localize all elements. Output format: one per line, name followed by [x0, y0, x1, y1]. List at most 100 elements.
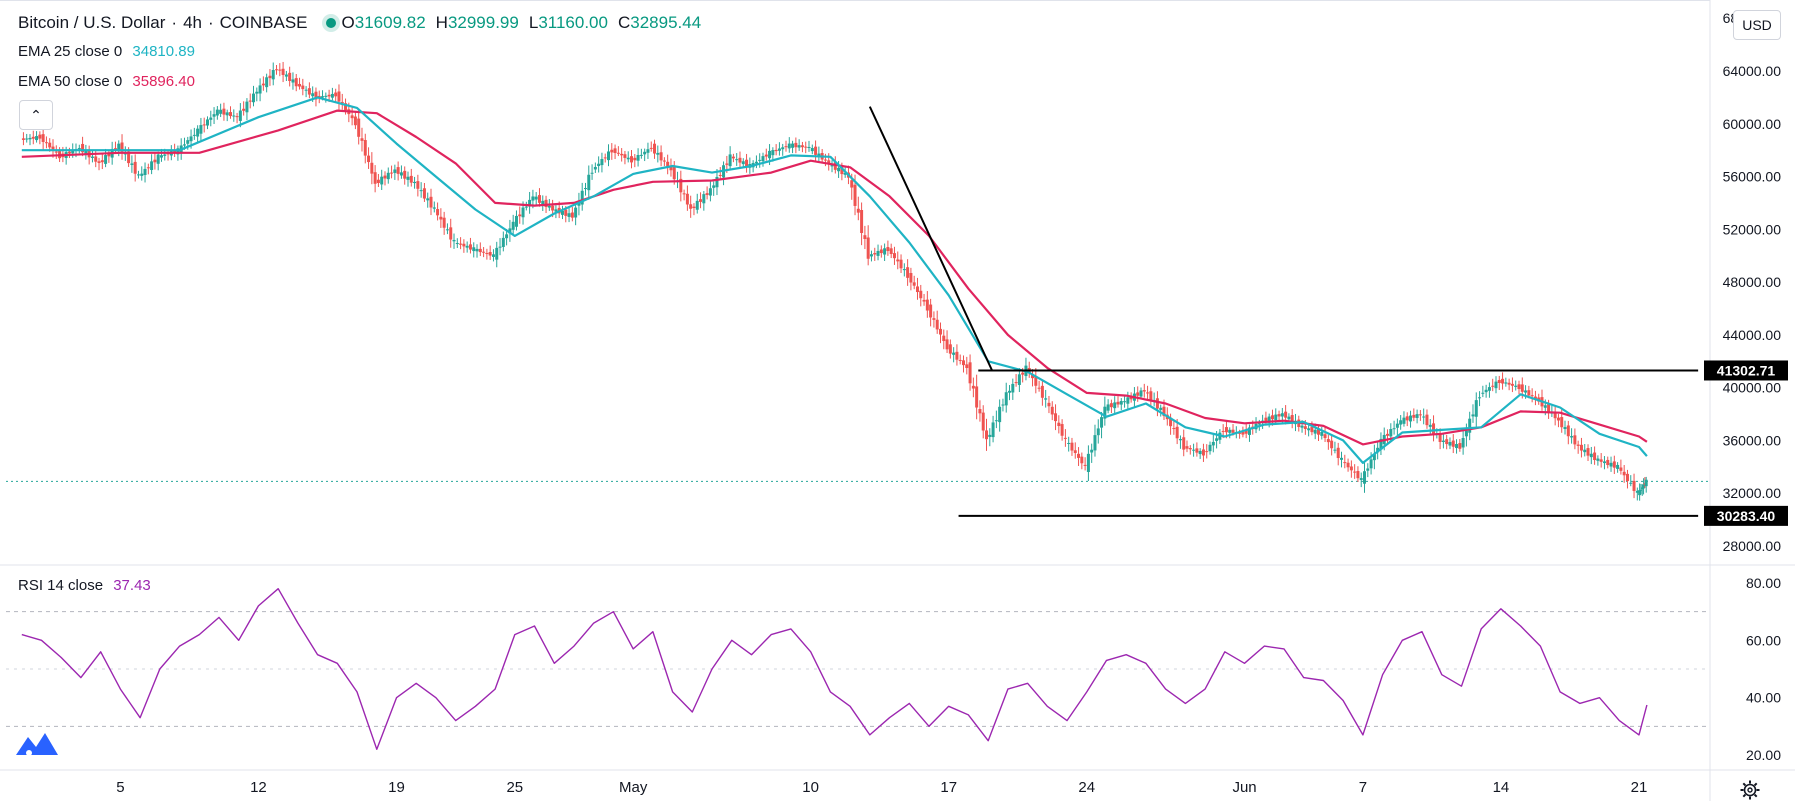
candle-body [1277, 414, 1281, 417]
candle-body [1113, 402, 1117, 409]
candle-body [932, 318, 936, 320]
candle-body [771, 150, 775, 156]
candle-body [915, 286, 919, 293]
rsi-tick-label: 60.00 [1746, 632, 1781, 648]
support-label-bg [1704, 505, 1788, 526]
close-label: C [617, 13, 631, 32]
price-tick-label: 40000.00 [1723, 380, 1782, 396]
candle-body [1632, 480, 1636, 491]
candle-body [1300, 425, 1304, 428]
candle-body [521, 207, 525, 218]
candle-body [1520, 384, 1524, 392]
candle-body [1067, 442, 1071, 444]
candle-body [610, 149, 614, 153]
candle-body [1487, 387, 1491, 391]
rsi-legend[interactable]: RSI 14 close 37.43 [18, 577, 157, 594]
candle-body [840, 166, 844, 175]
candle-body [1310, 426, 1314, 433]
candle-body [646, 149, 650, 153]
time-tick-label: 12 [250, 779, 267, 796]
candle-body [1011, 383, 1015, 393]
candle-body [1474, 400, 1478, 417]
candle-body [127, 151, 131, 164]
candle-body [965, 364, 969, 369]
candle-body [620, 153, 624, 156]
candle-body [814, 146, 818, 155]
candle-body [482, 251, 486, 253]
candle-body [209, 117, 213, 120]
candle-body [1228, 429, 1232, 433]
candle-body [1149, 391, 1153, 401]
candle-body [1333, 449, 1337, 451]
candle-body [1326, 439, 1330, 443]
candle-body [883, 248, 887, 255]
candle-body [186, 140, 190, 144]
candle-body [925, 299, 929, 311]
candle-body [1080, 456, 1084, 464]
rsi-tick-label: 80.00 [1746, 575, 1781, 591]
candle-body [311, 93, 315, 97]
candle-body [1589, 453, 1593, 458]
candle-body [876, 250, 880, 256]
candle-body [518, 214, 522, 217]
candle-body [133, 161, 137, 174]
candle-body [758, 159, 762, 161]
currency-button[interactable]: USD [1733, 10, 1781, 40]
candle-body [1280, 413, 1284, 417]
candle-body [1445, 439, 1449, 445]
candle-body [1484, 389, 1488, 393]
price-tick-label: 52000.00 [1723, 221, 1782, 237]
candle-body [373, 172, 377, 184]
candle-body [1211, 441, 1215, 446]
candle-body [534, 196, 538, 200]
candle-body [892, 253, 896, 259]
candle-body [1353, 471, 1357, 473]
candle-body [1543, 405, 1547, 408]
candle-body [1284, 411, 1288, 418]
candle-body [189, 136, 193, 142]
candle-body [1050, 406, 1054, 415]
candle-body [1287, 416, 1291, 420]
candle-body [1238, 432, 1242, 434]
candle-body [919, 290, 923, 299]
ema50-legend[interactable]: EMA 50 close 0 35896.40 [18, 73, 201, 90]
candle-body [889, 248, 893, 255]
candle-body [1599, 459, 1603, 462]
candle-body [1376, 447, 1380, 453]
candle-body [1629, 482, 1633, 484]
gear-icon[interactable] [1740, 780, 1760, 800]
candle-body [229, 112, 233, 117]
candle-body [1215, 438, 1219, 441]
candle-body [1612, 461, 1616, 468]
symbol-legend[interactable]: Bitcoin / U.S. Dollar · 4h · COINBASE O31609.… [18, 13, 711, 33]
candle-body [991, 422, 995, 438]
collapse-legend-button[interactable]: ⌃ [19, 100, 53, 130]
candle-body [873, 253, 877, 255]
candle-body [1491, 385, 1495, 387]
ema25-legend[interactable]: EMA 25 close 0 34810.89 [18, 43, 201, 60]
candle-body [117, 143, 121, 151]
candle-body [837, 167, 841, 172]
candle-body [337, 91, 341, 102]
tradingview-logo-icon[interactable] [14, 725, 60, 761]
candle-body [1369, 459, 1373, 469]
resistance-label-bg [1704, 360, 1788, 381]
candle-body [1359, 478, 1363, 480]
candle-body [205, 119, 209, 126]
candle-body [1264, 417, 1268, 422]
market-status-icon [325, 17, 336, 28]
candle-body [505, 234, 509, 239]
candle-body [643, 151, 647, 155]
candle-body [1014, 382, 1018, 384]
candle-body [1464, 430, 1468, 437]
candle-body [699, 199, 703, 202]
candle-body [985, 430, 989, 440]
candle-body [1583, 449, 1587, 453]
candle-body [754, 161, 758, 164]
candle-body [1619, 467, 1623, 471]
candle-body [791, 143, 795, 148]
candle-body [952, 352, 956, 355]
candle-body [281, 68, 285, 75]
candle-body [1021, 372, 1025, 375]
